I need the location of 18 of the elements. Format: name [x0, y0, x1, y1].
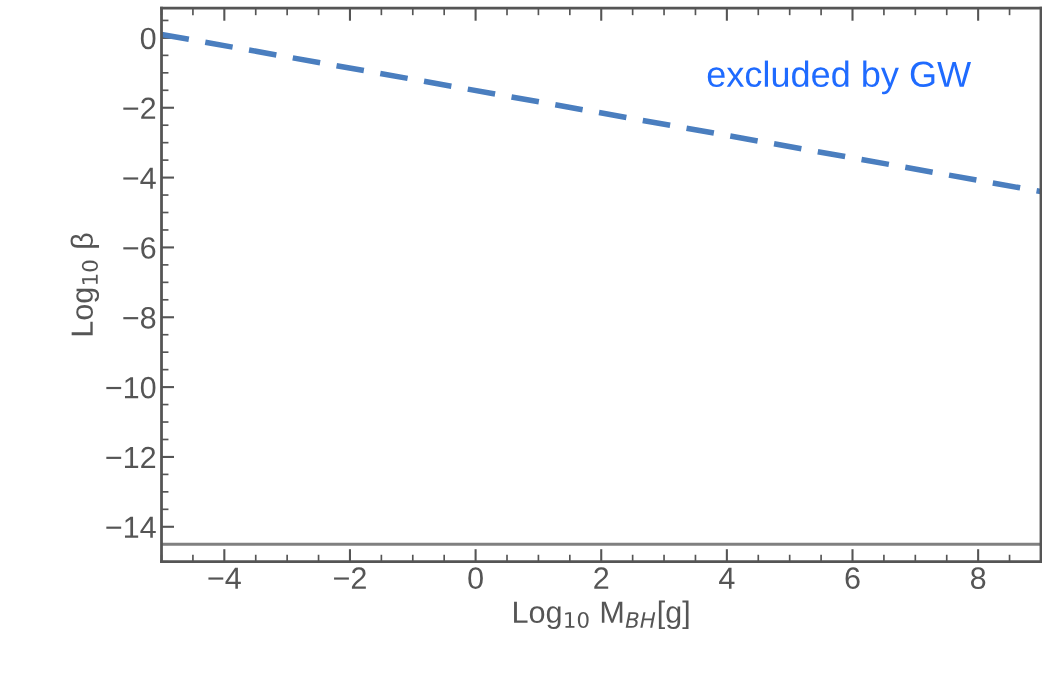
x-tick-label: 2: [594, 567, 609, 589]
x-tick-label: −4: [208, 567, 241, 589]
y-axis-title: Log$_{10}$ β: [70, 233, 100, 336]
y-tick-label: −10: [106, 376, 156, 399]
y-tick-label: −4: [123, 167, 156, 189]
y-tick-label: 0: [140, 27, 156, 50]
y-tick-label: −6: [123, 237, 156, 259]
y-tick-label: −12: [106, 446, 156, 469]
x-tick-label: 8: [970, 567, 986, 590]
annotation: excluded by GW: [707, 60, 972, 95]
x-axis-title: Log$_{10}$ M$_{BH}$[g]: [514, 600, 689, 630]
y-tick-label: −8: [123, 307, 156, 329]
x-tick-label: −2: [334, 567, 366, 589]
y-tick-label: −14: [106, 516, 156, 538]
y-tick-label: −2: [123, 97, 156, 119]
x-tick-label: 4: [719, 567, 735, 589]
x-tick-label: 6: [845, 567, 860, 590]
x-tick-label: 0: [468, 567, 483, 590]
